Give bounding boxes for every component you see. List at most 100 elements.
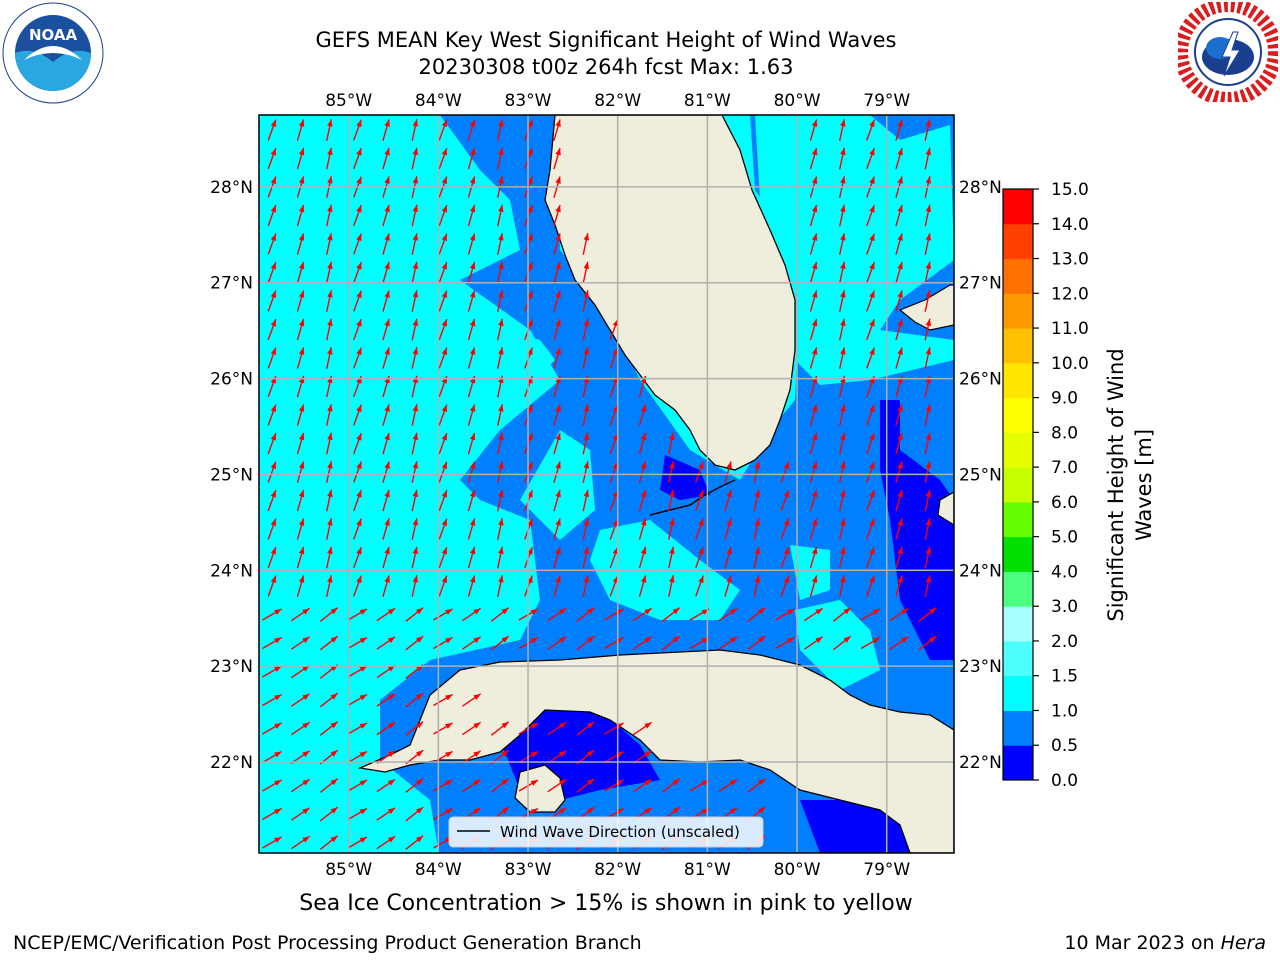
wave-direction-arrow bbox=[296, 404, 305, 426]
colorbar-label-line1: Significant Height of Wind bbox=[1104, 348, 1128, 621]
wave-direction-arrow bbox=[553, 404, 561, 426]
colorbar-tick-label: 6.0 bbox=[1051, 493, 1078, 513]
wave-direction-arrow bbox=[839, 461, 846, 483]
wind-wave-direction-arrows bbox=[262, 119, 937, 850]
wave-direction-arrow bbox=[866, 546, 875, 569]
wave-direction-arrow bbox=[632, 607, 653, 622]
colorbar-tick-label: 5.0 bbox=[1051, 528, 1078, 548]
wave-direction-arrow bbox=[547, 721, 567, 736]
wave-direction-arrow bbox=[839, 375, 846, 398]
wave-direction-arrow bbox=[924, 290, 932, 312]
wave-direction-arrow bbox=[809, 290, 818, 312]
wave-direction-arrow bbox=[547, 750, 567, 764]
wave-direction-arrow bbox=[411, 119, 419, 141]
wave-direction-arrow bbox=[438, 546, 448, 569]
colorbar-segment bbox=[1003, 293, 1033, 329]
wave-direction-arrow bbox=[490, 607, 510, 622]
wave-direction-arrow bbox=[267, 204, 277, 227]
wave-direction-arrow bbox=[839, 147, 846, 170]
wave-direction-arrow bbox=[582, 290, 590, 312]
wave-direction-arrow bbox=[866, 575, 875, 597]
wave-direction-arrow bbox=[924, 575, 932, 597]
wave-direction-arrow bbox=[809, 375, 818, 398]
colorbar-segment bbox=[1003, 362, 1033, 399]
colorbar-segment bbox=[1003, 189, 1033, 225]
wave-direction-arrow bbox=[866, 347, 875, 369]
wave-direction-arrow bbox=[319, 721, 339, 736]
wave-direction-arrow bbox=[490, 778, 510, 793]
lon-label-top: 79°W bbox=[863, 91, 910, 111]
wave-direction-arrow bbox=[918, 635, 937, 651]
lon-label-bottom: 80°W bbox=[774, 860, 821, 880]
wave-direction-arrow bbox=[609, 347, 619, 369]
wave-direction-arrow bbox=[353, 204, 362, 227]
wave-direction-arrow bbox=[547, 607, 567, 622]
wave-direction-arrow bbox=[866, 119, 875, 141]
wave-direction-arrow bbox=[461, 607, 482, 622]
wave-direction-arrow bbox=[411, 147, 419, 170]
wave-direction-arrow bbox=[866, 261, 875, 284]
wave-direction-arrow bbox=[290, 607, 311, 622]
wave-direction-arrow bbox=[497, 575, 504, 597]
lat-label-right: 23°N bbox=[959, 657, 1002, 677]
wave-direction-arrow bbox=[347, 722, 368, 735]
wave-direction-arrow bbox=[411, 347, 419, 369]
wave-direction-arrow bbox=[724, 575, 732, 597]
wave-direction-arrow bbox=[467, 575, 476, 597]
wave-direction-arrow bbox=[780, 546, 790, 569]
wave-direction-arrow bbox=[326, 261, 333, 284]
wave-direction-arrow bbox=[497, 461, 504, 483]
wave-direction-arrow bbox=[582, 518, 590, 540]
wave-direction-arrow bbox=[497, 489, 504, 512]
wave-direction-arrow bbox=[376, 636, 396, 650]
wave-direction-arrow bbox=[497, 318, 504, 341]
wave-direction-arrow bbox=[924, 404, 932, 426]
wave-direction-arrow bbox=[866, 404, 875, 426]
wave-direction-arrow bbox=[433, 779, 453, 792]
colorbar-segment bbox=[1003, 432, 1033, 468]
wave-direction-arrow bbox=[467, 147, 476, 170]
wave-direction-arrow bbox=[889, 636, 909, 650]
wave-direction-arrow bbox=[326, 518, 333, 540]
wave-direction-arrow bbox=[326, 432, 333, 455]
wave-direction-arrow bbox=[296, 290, 305, 312]
wave-direction-arrow bbox=[638, 404, 647, 426]
wave-direction-arrow bbox=[467, 375, 476, 398]
wave-direction-arrow bbox=[695, 518, 704, 540]
wave-direction-arrow bbox=[609, 404, 619, 426]
wave-direction-arrow bbox=[290, 693, 311, 707]
wave-direction-arrow bbox=[438, 575, 448, 597]
wave-direction-arrow bbox=[839, 404, 846, 426]
wave-direction-arrow bbox=[553, 546, 561, 569]
wave-direction-arrow bbox=[497, 404, 504, 426]
wave-direction-arrow bbox=[924, 233, 932, 255]
colorbar-tick-label: 14.0 bbox=[1051, 215, 1089, 235]
wave-direction-arrow bbox=[895, 404, 903, 426]
wave-direction-arrow bbox=[267, 318, 277, 341]
map-legend: Wind Wave Direction (unscaled) bbox=[448, 816, 764, 848]
wave-direction-arrow bbox=[497, 290, 504, 312]
lat-label-right: 22°N bbox=[959, 753, 1002, 773]
lon-label-top: 84°W bbox=[415, 91, 462, 111]
wave-direction-arrow bbox=[267, 147, 277, 170]
wave-direction-arrow bbox=[866, 375, 875, 398]
wave-direction-arrow bbox=[262, 722, 282, 735]
wave-direction-arrow bbox=[553, 461, 561, 483]
wave-direction-arrow bbox=[747, 607, 766, 622]
wave-direction-arrow bbox=[609, 461, 619, 483]
wave-direction-arrow bbox=[895, 318, 903, 341]
wave-direction-arrow bbox=[866, 233, 875, 255]
wave-direction-arrow bbox=[553, 575, 561, 597]
wave-direction-arrow bbox=[296, 119, 305, 141]
wave-direction-arrow bbox=[267, 546, 277, 569]
wave-direction-arrow bbox=[296, 575, 305, 597]
wave-direction-arrow bbox=[582, 461, 590, 483]
wave-direction-arrow bbox=[753, 518, 761, 540]
wave-direction-arrow bbox=[809, 233, 818, 255]
wave-direction-arrow bbox=[382, 290, 390, 312]
wave-direction-arrow bbox=[866, 489, 875, 512]
wave-direction-arrow bbox=[695, 461, 704, 483]
colorbar-tick-label: 15.0 bbox=[1051, 180, 1089, 200]
wave-direction-arrow bbox=[382, 375, 390, 398]
wave-direction-arrow bbox=[326, 318, 333, 341]
